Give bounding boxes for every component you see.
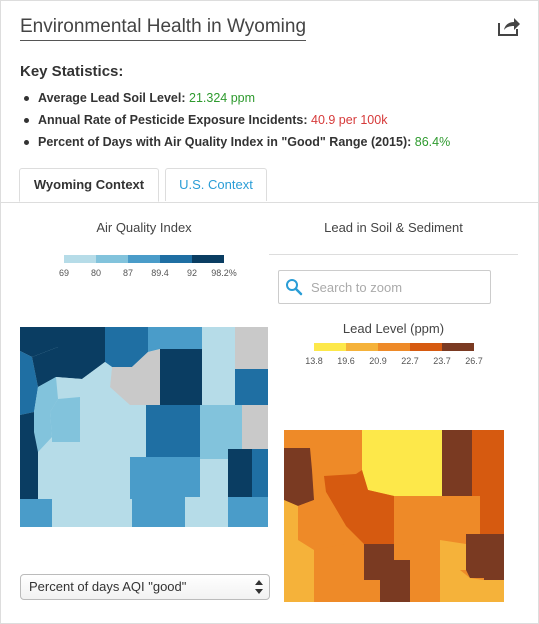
tab-wyoming-context[interactable]: Wyoming Context <box>19 168 159 202</box>
legend-swatch <box>128 255 160 263</box>
map-county[interactable] <box>440 540 466 602</box>
map-county[interactable] <box>32 327 105 387</box>
legend-label: 87 <box>122 268 134 278</box>
map-county[interactable] <box>20 327 58 357</box>
air-quality-legend-labels: 69 80 87 89.4 92 98.2% <box>59 268 237 280</box>
air-quality-title: Air Quality Index <box>96 220 192 235</box>
stat-value: 86.4% <box>414 135 451 149</box>
map-county[interactable] <box>442 430 472 496</box>
lead-legend-labels: 13.8 19.6 20.9 22.7 23.7 26.7 <box>305 356 483 368</box>
map-county[interactable] <box>235 327 268 369</box>
legend-swatch <box>192 255 224 263</box>
map-county[interactable] <box>298 492 346 550</box>
legend-label: 80 <box>90 268 102 278</box>
map-county[interactable] <box>235 369 268 405</box>
air-quality-map[interactable] <box>20 327 268 527</box>
map-county[interactable] <box>472 430 504 468</box>
map-county[interactable] <box>228 449 252 497</box>
metric-select-value: Percent of days AQI "good" <box>29 579 187 594</box>
lead-map[interactable] <box>284 430 504 602</box>
legend-swatch <box>160 255 192 263</box>
legend-swatch <box>96 255 128 263</box>
map-county[interactable] <box>202 327 235 369</box>
legend-label: 89.4 <box>151 268 169 278</box>
lead-title: Lead in Soil & Sediment <box>324 220 463 235</box>
map-county[interactable] <box>394 496 442 544</box>
legend-label: 23.7 <box>433 356 451 366</box>
map-county[interactable] <box>20 412 38 499</box>
map-county[interactable] <box>105 327 148 367</box>
map-county[interactable] <box>202 369 235 405</box>
divider <box>269 254 518 255</box>
chevron-updown-icon <box>255 580 263 594</box>
share-icon[interactable] <box>497 15 521 37</box>
lead-legend-bar <box>314 343 474 351</box>
key-statistics-heading: Key Statistics: <box>20 63 124 80</box>
legend-label: 69 <box>58 268 70 278</box>
legend-swatch <box>314 343 346 351</box>
legend-swatch <box>442 343 474 351</box>
key-statistics-list: Average Lead Soil Level: 21.324 ppm Annu… <box>20 89 450 155</box>
legend-label: 20.9 <box>369 356 387 366</box>
map-county[interactable] <box>200 405 242 459</box>
map-county[interactable] <box>160 349 202 405</box>
stat-item: Average Lead Soil Level: 21.324 ppm <box>20 89 450 111</box>
map-county[interactable] <box>110 349 160 405</box>
map-county[interactable] <box>324 470 394 544</box>
air-quality-legend-bar <box>64 255 224 263</box>
map-county[interactable] <box>146 405 200 457</box>
legend-label: 22.7 <box>401 356 419 366</box>
map-county[interactable] <box>460 570 504 602</box>
map-county[interactable] <box>34 377 58 452</box>
map-county[interactable] <box>314 544 380 602</box>
map-county[interactable] <box>394 540 440 602</box>
legend-label: 92 <box>186 268 198 278</box>
map-county[interactable] <box>20 499 52 527</box>
search-input[interactable] <box>309 271 488 303</box>
map-county[interactable] <box>284 500 314 602</box>
map-county[interactable] <box>484 534 504 580</box>
map-county[interactable] <box>130 457 200 527</box>
legend-label: 26.7 <box>465 356 483 366</box>
map-county[interactable] <box>466 534 484 578</box>
metric-select[interactable]: Percent of days AQI "good" <box>20 574 270 600</box>
map-county[interactable] <box>362 430 442 496</box>
legend-swatch <box>64 255 96 263</box>
map-county[interactable] <box>20 351 38 415</box>
map-county[interactable] <box>252 449 268 499</box>
stat-item: Percent of Days with Air Quality Index i… <box>20 133 450 155</box>
legend-label: 19.6 <box>337 356 355 366</box>
search-box[interactable] <box>278 270 491 304</box>
map-county[interactable] <box>442 496 480 544</box>
tab-us-context[interactable]: U.S. Context <box>165 168 267 201</box>
legend-swatch <box>346 343 378 351</box>
map-county[interactable] <box>228 497 268 527</box>
map-county[interactable] <box>284 430 362 476</box>
legend-swatch <box>378 343 410 351</box>
legend-label: 98.2% <box>211 268 237 278</box>
lead-legend-title: Lead Level (ppm) <box>342 321 445 336</box>
map-county[interactable] <box>50 397 80 442</box>
map-county[interactable] <box>148 327 202 352</box>
map-county[interactable] <box>364 544 410 602</box>
legend-label: 13.8 <box>305 356 323 366</box>
search-icon <box>286 279 303 296</box>
stat-value: 40.9 per 100k <box>311 113 388 127</box>
stat-item: Annual Rate of Pesticide Exposure Incide… <box>20 111 450 133</box>
page-title: Environmental Health in Wyoming <box>20 15 307 41</box>
legend-swatch <box>410 343 442 351</box>
map-county[interactable] <box>56 362 112 399</box>
context-tabs: Wyoming Context U.S. Context <box>1 168 538 203</box>
stat-value: 21.324 ppm <box>189 91 256 105</box>
map-county[interactable] <box>284 448 314 506</box>
map-county[interactable] <box>242 405 268 449</box>
